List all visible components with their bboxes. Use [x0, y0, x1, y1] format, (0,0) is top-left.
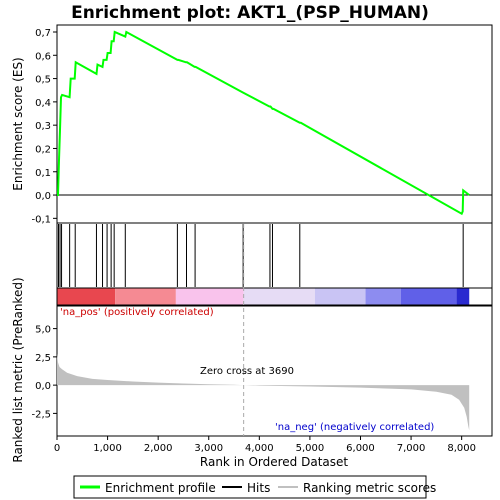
rank-x-tick-label: 3,000 [194, 443, 223, 454]
es-y-tick-label: 0,5 [35, 75, 51, 86]
color-band-segment [243, 288, 315, 305]
rank-x-ticks: 0 1,000 2,000 3,000 4,000 5,000 6,000 7,000 8,00… [54, 436, 476, 454]
rank-x-tick-label: 4,000 [245, 443, 274, 454]
es-y-tick-label: 0,4 [35, 98, 51, 109]
es-y-tick-label: 0,0 [35, 191, 51, 202]
negative-correlation-label: 'na_neg' (negatively correlated) [275, 422, 434, 433]
color-band-segment [175, 288, 244, 305]
chart-title: Enrichment plot: AKT1_(PSP_HUMAN) [71, 3, 429, 23]
color-band-segment [456, 288, 470, 305]
es-panel: -0,1 0,0 0,1 0,2 0,3 0,4 0,5 0,6 0,7 [31, 24, 493, 225]
es-y-tick-label: 0,1 [35, 168, 51, 179]
rank-x-axis-label: Rank in Ordered Dataset [200, 455, 348, 469]
rank-y-tick-label: 0,0 [35, 381, 51, 392]
rank-y-tick-label: 2,5 [35, 353, 51, 364]
es-y-ticks: -0,1 0,0 0,1 0,2 0,3 0,4 0,5 0,6 0,7 [31, 28, 57, 225]
positive-correlation-label: 'na_pos' (positively correlated) [60, 307, 214, 318]
rank-x-tick-label: 7,000 [397, 443, 426, 454]
es-y-tick-label: 0,7 [35, 28, 51, 39]
es-y-tick-label: 0,2 [35, 144, 51, 155]
hit-lines [58, 224, 464, 287]
legend-enrichment-label: Enrichment profile [105, 481, 216, 495]
rank-y-tick-label: -2,5 [31, 409, 51, 420]
rank-color-band [56, 287, 493, 306]
es-y-tick-label: -0,1 [31, 214, 51, 225]
rank-x-tick-label: 8,000 [447, 443, 476, 454]
es-axis-label: Enrichment score (ES) [11, 57, 25, 190]
hits-panel [56, 222, 493, 289]
color-band-segment [314, 288, 366, 305]
rank-x-tick-label: 5,000 [296, 443, 325, 454]
legend-ranking-label: Ranking metric scores [303, 481, 436, 495]
es-y-tick-label: 0,3 [35, 121, 51, 132]
enrichment-profile-line [57, 30, 470, 216]
rank-y-axis-label: Ranked list metric (PreRanked) [11, 277, 25, 462]
legend-hits-label: Hits [247, 481, 270, 495]
rank-y-tick-label: 5,0 [35, 325, 51, 336]
rank-x-tick-label: 1,000 [93, 443, 122, 454]
rank-x-tick-label: 2,000 [144, 443, 173, 454]
legend: Enrichment profile Hits Ranking metric s… [73, 475, 436, 499]
rank-x-tick-label: 6,000 [346, 443, 375, 454]
color-band-frame [56, 287, 493, 306]
es-y-tick-label: 0,6 [35, 51, 51, 62]
rank-y-ticks: -2,5 0,0 2,5 5,0 [31, 325, 57, 420]
zero-cross-label: Zero cross at 3690 [200, 366, 294, 377]
color-band-segment [57, 288, 116, 305]
ranking-metric-panel: -2,5 0,0 2,5 5,0 0 1,000 2,000 3,000 4,000 5,000… [31, 224, 493, 454]
rank-x-tick-label: 0 [54, 443, 60, 454]
color-band-segment [365, 288, 401, 305]
color-band-segment [400, 288, 457, 305]
color-band-segment [115, 288, 176, 305]
